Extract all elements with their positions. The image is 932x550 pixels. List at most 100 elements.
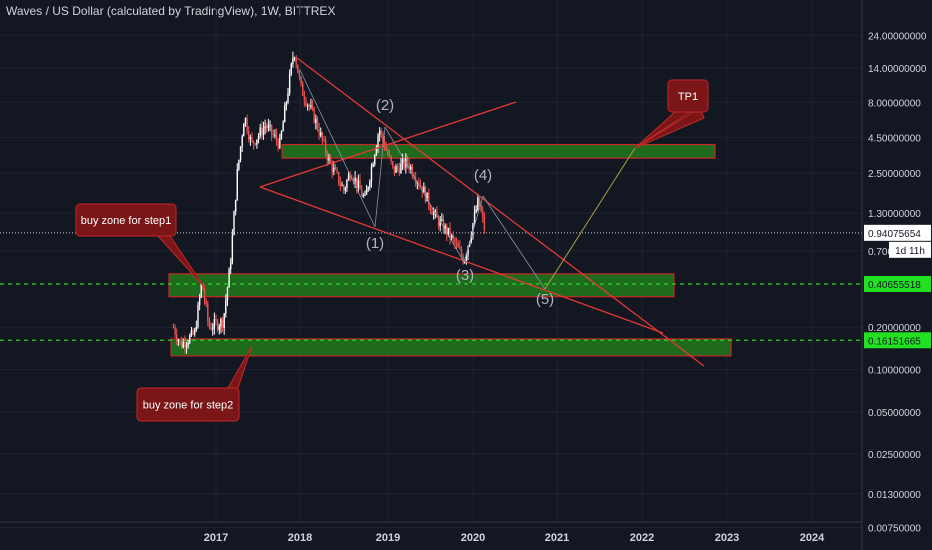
candle-body: [324, 140, 327, 153]
callouts: buy zone for step1 buy zone for step2 TP1: [75, 79, 709, 422]
candle-body: [349, 174, 351, 179]
candle-body: [194, 330, 196, 335]
candle-body: [321, 132, 324, 140]
candle-body: [246, 117, 248, 132]
candle-body: [248, 131, 250, 140]
candle-body: [369, 181, 371, 188]
candle-body: [365, 189, 368, 195]
candle-body: [205, 300, 207, 305]
candle-body: [455, 243, 458, 245]
candle-body: [331, 162, 333, 172]
candle-body: [354, 177, 356, 182]
candle-body: [400, 163, 402, 174]
time-axis[interactable]: 2017 2018 2019 2020 2021 2022 2023 2024: [0, 521, 862, 544]
candle-body: [459, 247, 461, 250]
candle-body: [180, 341, 183, 348]
candle-body: [174, 327, 176, 335]
candle-body: [320, 132, 322, 136]
candle-body: [333, 167, 335, 172]
candle-body: [282, 122, 284, 132]
candle-body: [465, 255, 468, 262]
candle-body: [315, 118, 317, 123]
candle-body: [249, 136, 252, 140]
candle-body: [326, 152, 328, 161]
candle-body: [360, 189, 363, 197]
candle-body: [218, 326, 220, 330]
candle-body: [341, 185, 343, 187]
time-tick-label: 2024: [800, 532, 825, 544]
candle-body: [393, 165, 396, 173]
candle-body: [228, 269, 230, 288]
candle-body: [447, 227, 450, 235]
price-tick-label: 14.00000000: [868, 64, 927, 75]
time-tick-label: 2018: [288, 532, 312, 544]
candle-body: [449, 227, 451, 238]
candle-body: [426, 192, 428, 202]
upper-trendline: [296, 57, 705, 367]
price-tick-label: 0.02500000: [868, 450, 921, 461]
candle-body: [411, 166, 414, 176]
candle-body: [395, 166, 397, 173]
candle-body: [233, 211, 235, 236]
price-tick-label: 0.20000000: [868, 323, 921, 334]
candle-body: [310, 105, 312, 107]
candle-body: [192, 330, 194, 335]
candle-body: [241, 136, 243, 147]
candle-body: [467, 246, 469, 256]
candle-body: [367, 187, 369, 190]
candle-body: [213, 319, 216, 329]
candle-body: [221, 319, 224, 328]
candle-body: [313, 108, 315, 123]
level1-tag-text: 0.40655518: [868, 280, 921, 291]
candle-body: [375, 147, 378, 156]
candle-body: [262, 128, 265, 136]
candle-body: [431, 210, 433, 215]
candle-body: [198, 296, 201, 305]
candle-body: [410, 166, 412, 170]
price-tags: 0.94075654 1d 11h 0.40655518 0.16151665: [864, 224, 931, 349]
candle-body: [387, 150, 389, 155]
candle-body: [392, 161, 394, 166]
candle-body: [207, 304, 209, 321]
trendlines: [259, 57, 705, 367]
candle-body: [408, 163, 410, 170]
candle-body: [470, 235, 472, 242]
callout-tp1-box: [667, 79, 709, 113]
candle-body: [462, 255, 464, 263]
candle-body: [215, 319, 217, 322]
candle-body: [261, 127, 263, 136]
time-tick-label: 2023: [715, 532, 739, 544]
candle-body: [377, 135, 379, 148]
candle-body: [234, 199, 237, 212]
lower-trendline: [259, 186, 664, 334]
candle-body: [290, 63, 292, 74]
price-tick-label: 2.50000000: [868, 169, 921, 180]
price-axis[interactable]: 24.00000000 14.00000000 8.00000000 4.500000…: [861, 0, 927, 550]
wave-path: [463, 195, 484, 263]
candle-body: [279, 138, 281, 148]
last-price-tag-bg: [864, 224, 931, 241]
candle-body: [210, 327, 212, 330]
candle-body: [419, 185, 422, 187]
price-tick-label: 0.00750000: [868, 523, 921, 534]
candle-body: [264, 126, 266, 129]
candle-body: [306, 105, 309, 107]
projection-line: [544, 147, 636, 290]
wave-path: [482, 195, 546, 290]
candle-body: [287, 93, 289, 103]
candle-body: [298, 72, 301, 77]
candle-body: [401, 159, 404, 164]
candle-body: [275, 134, 278, 141]
candle-body: [423, 186, 425, 193]
candle-body: [305, 100, 307, 106]
candle-body: [212, 328, 214, 330]
candle-body: [398, 168, 400, 174]
candle-body: [285, 102, 288, 106]
candle-body: [318, 129, 320, 136]
wave-path: [299, 69, 376, 228]
level2-tag-text: 0.16151665: [868, 336, 921, 347]
wave-label: (2): [376, 97, 394, 114]
candle-body: [406, 157, 409, 164]
candle-body: [442, 219, 445, 232]
